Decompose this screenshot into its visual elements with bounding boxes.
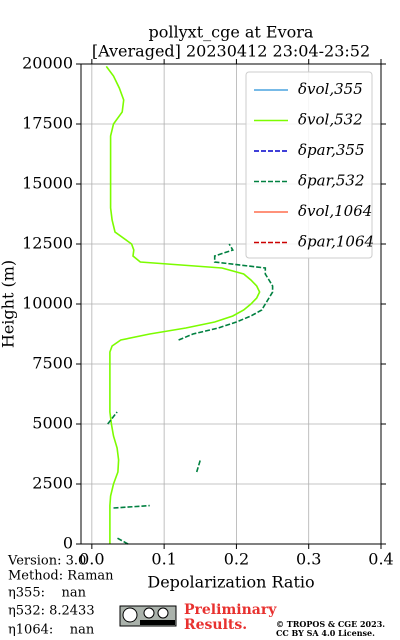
legend-box bbox=[245, 71, 373, 259]
x-tick-label: 0.4 bbox=[368, 550, 393, 569]
plot-frame bbox=[80, 63, 382, 545]
legend-label: δvol,532 bbox=[298, 111, 363, 129]
legend-label: δvol,355 bbox=[298, 80, 363, 98]
preliminary-text: Preliminary bbox=[184, 602, 277, 618]
x-axis-label: Depolarization Ratio bbox=[147, 573, 314, 592]
y-axis-label: Height (m) bbox=[0, 260, 18, 348]
results-text: Results. bbox=[184, 617, 247, 633]
y-tick-label: 7500 bbox=[32, 354, 73, 373]
cc-logo bbox=[119, 605, 177, 627]
info-method: Method: Raman bbox=[8, 569, 114, 584]
x-tick-label: 0.3 bbox=[296, 550, 321, 569]
legend-label: δpar,355 bbox=[298, 141, 365, 159]
legend-label: δvol,1064 bbox=[298, 202, 372, 220]
license: CC BY SA 4.0 License. bbox=[276, 628, 375, 638]
y-tick-label: 12500 bbox=[22, 234, 73, 253]
y-tick-label: 10000 bbox=[22, 294, 73, 313]
x-tick-label: 0.1 bbox=[151, 550, 176, 569]
info-version: Version: 3.0 bbox=[7, 554, 86, 569]
info-eta355: η355: nan bbox=[8, 586, 87, 601]
legend-label: δpar,532 bbox=[298, 172, 365, 190]
x-tick-label: 0.0 bbox=[79, 550, 104, 569]
y-tick-label: 0 bbox=[63, 534, 73, 553]
y-tick-label: 15000 bbox=[22, 174, 73, 193]
chart-title: pollyxt_cge at Evora bbox=[149, 23, 314, 42]
y-tick-label: 17500 bbox=[22, 114, 73, 133]
chart-subtitle: [Averaged] 20230412 23:04-23:52 bbox=[92, 42, 370, 61]
profile-line bbox=[105, 65, 261, 544]
info-eta1064: η1064: nan bbox=[8, 623, 95, 638]
y-tick-label: 5000 bbox=[32, 414, 73, 433]
profile-line bbox=[107, 243, 274, 545]
info-eta532: η532: 8.2433 bbox=[8, 604, 95, 619]
y-tick-label: 2500 bbox=[32, 474, 73, 493]
copyright: © TROPOS & CGE 2023. bbox=[276, 619, 385, 629]
legend-label: δpar,1064 bbox=[298, 233, 374, 251]
y-tick-label: 20000 bbox=[22, 54, 73, 73]
x-tick-label: 0.2 bbox=[224, 550, 249, 569]
